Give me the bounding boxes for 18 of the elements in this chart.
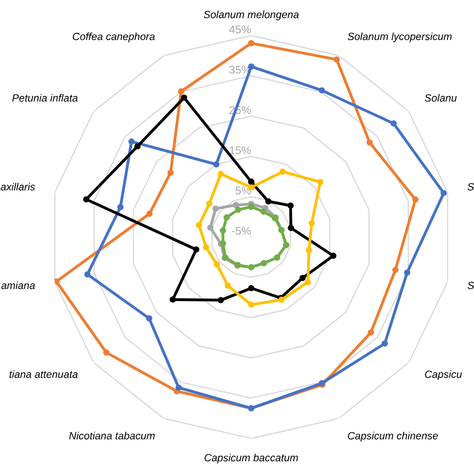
spoke-label: Solanu — [424, 94, 457, 102]
y-tick-label: 45% — [229, 26, 251, 34]
spoke-label: Capsicu — [425, 370, 462, 380]
spoke-label: amiana — [1, 281, 35, 290]
spoke-label: Capsicum chinense — [348, 432, 438, 442]
y-tick-label: -5% — [232, 226, 251, 235]
spoke-label: Coffea canephora — [72, 32, 155, 42]
spoke-label: tiana attenuata — [10, 370, 78, 378]
spoke-label: Solanum melongena — [204, 10, 299, 20]
y-tick-label: 5% — [236, 186, 251, 195]
spoke-label: axillaris — [0, 182, 35, 190]
spoke-label: S — [468, 282, 474, 290]
spoke-label: Nicotiana tabacum — [69, 432, 155, 440]
spoke-label: Solanum lycopersicum — [348, 32, 452, 42]
spoke-label: S — [468, 183, 474, 190]
spoke-label: Petunia inflata — [12, 94, 78, 102]
y-tick-label: 15% — [230, 146, 251, 154]
spoke-label: Capsicum baccatum — [204, 454, 298, 464]
